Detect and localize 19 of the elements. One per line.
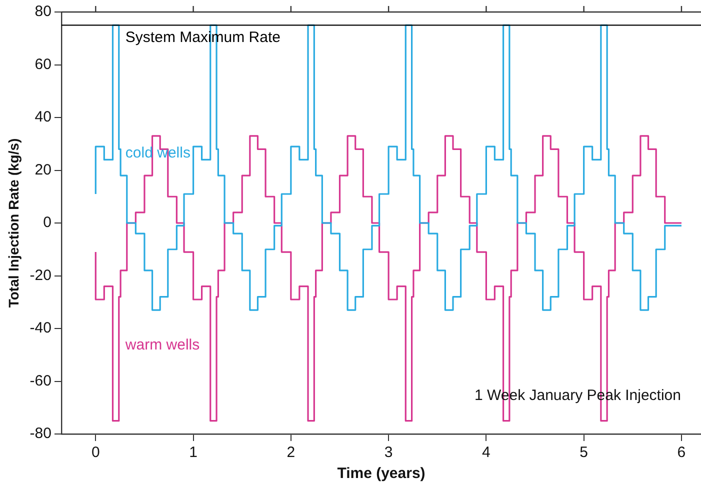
x-tick-label: 6 (677, 444, 686, 462)
x-tick-label: 3 (384, 444, 393, 462)
y-tick-label: 80 (34, 3, 52, 20)
y-axis-title: Total Injection Rate (kg/s) (5, 138, 22, 308)
x-tick-label: 4 (482, 444, 490, 462)
y-tick-label: -80 (30, 425, 52, 442)
y-tick-label: 20 (34, 161, 52, 178)
y-tick-label: 60 (34, 56, 52, 73)
x-tick-label: 0 (91, 444, 100, 462)
x-axis-title: Time (years) (337, 465, 426, 482)
series-label: warm wells (124, 336, 200, 354)
x-tick-label: 1 (189, 444, 198, 462)
y-tick-label: -60 (30, 372, 52, 390)
y-tick-label: -40 (30, 320, 52, 337)
y-tick-label: 40 (34, 108, 52, 126)
x-tick-label: 5 (580, 444, 588, 462)
y-tick-label: 0 (43, 214, 52, 232)
y-tick-label: -20 (30, 266, 52, 284)
x-tick-label: 2 (286, 444, 296, 462)
